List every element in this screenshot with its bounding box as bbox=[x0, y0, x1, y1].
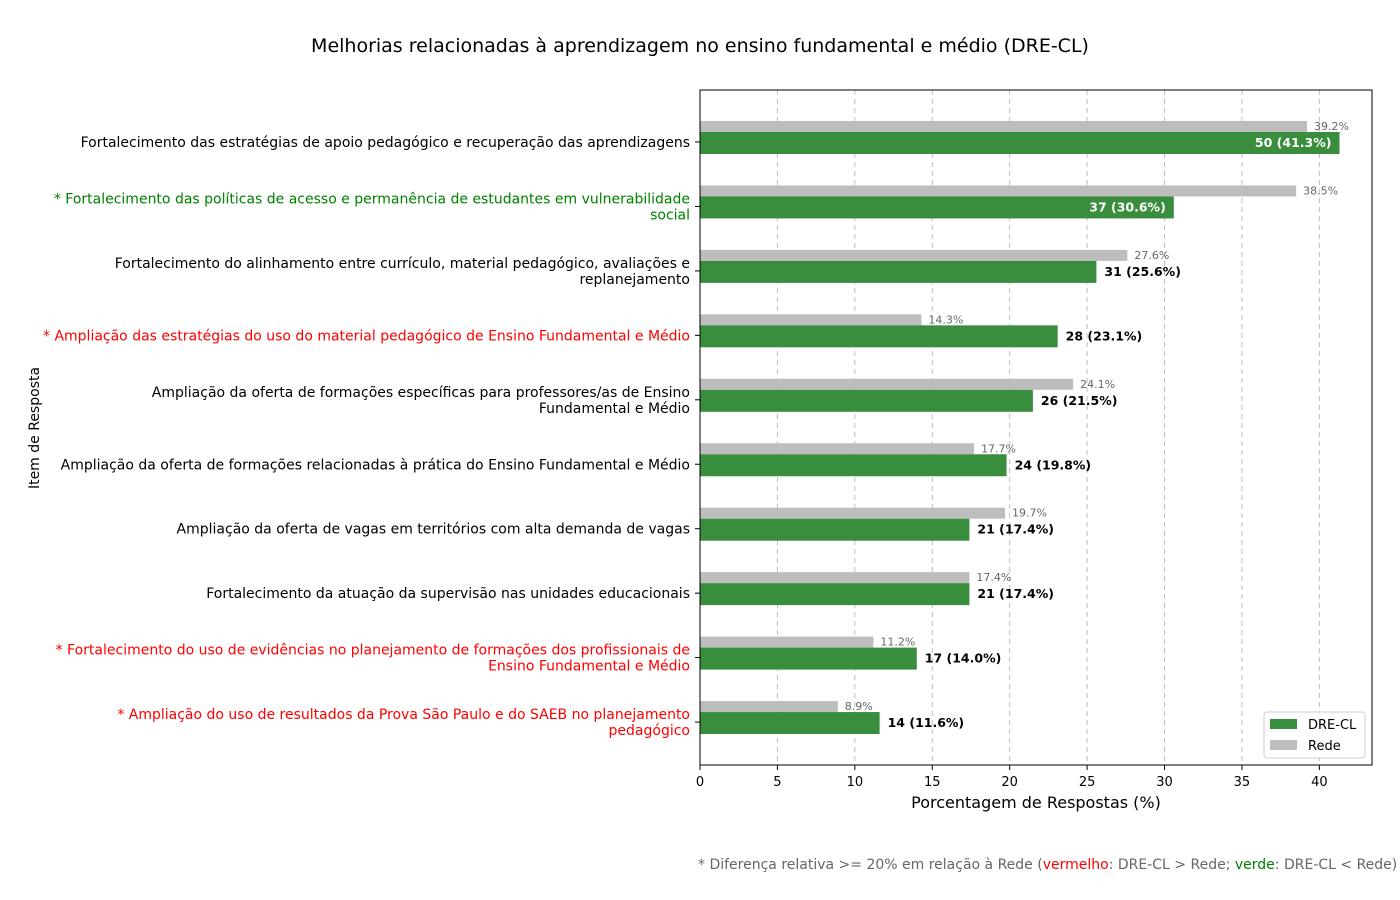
x-tick-label: 40 bbox=[1311, 775, 1328, 790]
data-label-rede: 14.3% bbox=[928, 313, 963, 326]
bar-dre-cl bbox=[700, 196, 1174, 219]
data-label-rede: 8.9% bbox=[845, 700, 873, 713]
bar-dre-cl bbox=[700, 389, 1033, 412]
data-label-rede: 38.5% bbox=[1303, 184, 1338, 197]
bar-rede bbox=[700, 636, 874, 648]
data-label-rede: 17.7% bbox=[981, 442, 1016, 455]
x-tick-label: 20 bbox=[1001, 775, 1018, 790]
category-label: replanejamento bbox=[579, 272, 690, 288]
data-label-dre-cl: 37 (30.6%) bbox=[1089, 199, 1166, 214]
bar-rede bbox=[700, 507, 1006, 519]
x-tick-label: 35 bbox=[1234, 775, 1251, 790]
legend-swatch-rede bbox=[1270, 740, 1297, 750]
category-label: Fortalecimento das estratégias de apoio … bbox=[81, 135, 690, 151]
data-label-rede: 24.1% bbox=[1080, 378, 1115, 391]
footnote-prefix: * Diferença relativa >= 20% em relação à… bbox=[698, 857, 1043, 873]
plot-frame bbox=[699, 89, 1373, 766]
legend-label-dre-cl: DRE-CL bbox=[1308, 718, 1357, 733]
x-tick-label: 25 bbox=[1079, 775, 1096, 790]
category-label: pedagógico bbox=[609, 723, 690, 739]
category-label: Ampliação da oferta de formações específ… bbox=[152, 385, 690, 401]
data-label-dre-cl: 28 (23.1%) bbox=[1066, 328, 1143, 343]
category-label: Ampliação da oferta de formações relacio… bbox=[61, 457, 690, 473]
data-label-dre-cl: 50 (41.3%) bbox=[1255, 135, 1332, 150]
footnote-green-word: verde bbox=[1234, 857, 1275, 873]
bar-dre-cl bbox=[700, 132, 1340, 154]
x-tick-label: 10 bbox=[847, 775, 864, 790]
category-label: * Ampliação do uso de resultados da Prov… bbox=[117, 707, 690, 723]
category-label: Fortalecimento do alinhamento entre curr… bbox=[115, 256, 690, 272]
data-label-rede: 39.2% bbox=[1314, 120, 1349, 133]
data-label-dre-cl: 24 (19.8%) bbox=[1015, 457, 1092, 472]
bars: 39.2% 50 (41.3%) 38.5% 37 (30.6%) 27.6% 31 (2… bbox=[700, 120, 1349, 735]
footnote: * Diferença relativa >= 20% em relação à… bbox=[698, 857, 1397, 873]
data-label-dre-cl: 21 (17.4%) bbox=[977, 586, 1054, 601]
bar-rede bbox=[700, 572, 970, 584]
category-label: social bbox=[650, 207, 690, 223]
legend-label-rede: Rede bbox=[1308, 739, 1341, 754]
bar-dre-cl bbox=[700, 712, 880, 735]
y-axis-label: Item de Resposta bbox=[27, 367, 43, 489]
bar-rede bbox=[700, 443, 975, 455]
category-label: * Fortalecimento do uso de evidências no… bbox=[56, 643, 690, 659]
chart-title: Melhorias relacionadas à aprendizagem no… bbox=[311, 35, 1089, 57]
footnote-middle: : DRE-CL > Rede; bbox=[1108, 857, 1235, 873]
x-tick-label: 5 bbox=[773, 775, 781, 790]
x-axis-label: Porcentagem de Respostas (%) bbox=[911, 793, 1161, 812]
data-label-rede: 11.2% bbox=[880, 636, 915, 649]
bar-rede bbox=[700, 701, 838, 713]
data-label-dre-cl: 31 (25.6%) bbox=[1104, 264, 1181, 279]
bar-rede bbox=[700, 314, 922, 326]
bar-dre-cl bbox=[700, 518, 970, 541]
bar-dre-cl bbox=[700, 583, 970, 606]
bar-dre-cl bbox=[700, 260, 1097, 283]
bar-rede bbox=[700, 185, 1297, 197]
x-tick-label: 30 bbox=[1156, 775, 1173, 790]
category-label: Ampliação da oferta de vagas em territór… bbox=[177, 522, 690, 538]
category-label: Fortalecimento da atuação da supervisão … bbox=[206, 586, 690, 602]
category-label: * Fortalecimento das políticas de acesso… bbox=[54, 191, 690, 207]
x-tick-label: 0 bbox=[696, 775, 704, 790]
legend: DRE-CL Rede bbox=[1263, 711, 1366, 759]
data-label-rede: 27.6% bbox=[1134, 249, 1169, 262]
data-label-dre-cl: 14 (11.6%) bbox=[888, 715, 965, 730]
data-label-rede: 19.7% bbox=[1012, 507, 1047, 520]
data-label-rede: 17.4% bbox=[976, 571, 1011, 584]
bar-rede bbox=[700, 249, 1128, 261]
bar-rede bbox=[700, 378, 1074, 390]
category-label: * Ampliação das estratégias do uso do ma… bbox=[43, 328, 690, 344]
bar-dre-cl bbox=[700, 454, 1007, 477]
footnote-suffix: : DRE-CL < Rede) bbox=[1274, 857, 1398, 873]
category-labels: Fortalecimento das estratégias de apoio … bbox=[43, 135, 700, 739]
category-label: Ensino Fundamental e Médio bbox=[488, 659, 690, 675]
bar-rede bbox=[700, 121, 1307, 132]
x-tick-label: 15 bbox=[924, 775, 941, 790]
bar-dre-cl bbox=[700, 325, 1058, 348]
category-label: Fundamental e Médio bbox=[539, 401, 690, 417]
data-label-dre-cl: 26 (21.5%) bbox=[1041, 393, 1118, 408]
bar-dre-cl bbox=[700, 647, 917, 670]
footnote-red-word: vermelho bbox=[1042, 857, 1109, 873]
data-label-dre-cl: 17 (14.0%) bbox=[925, 651, 1002, 666]
data-label-dre-cl: 21 (17.4%) bbox=[977, 522, 1054, 537]
x-axis-ticks: 0 5 10 15 20 25 30 35 40 bbox=[696, 765, 1328, 790]
legend-swatch-dre-cl bbox=[1270, 719, 1297, 729]
